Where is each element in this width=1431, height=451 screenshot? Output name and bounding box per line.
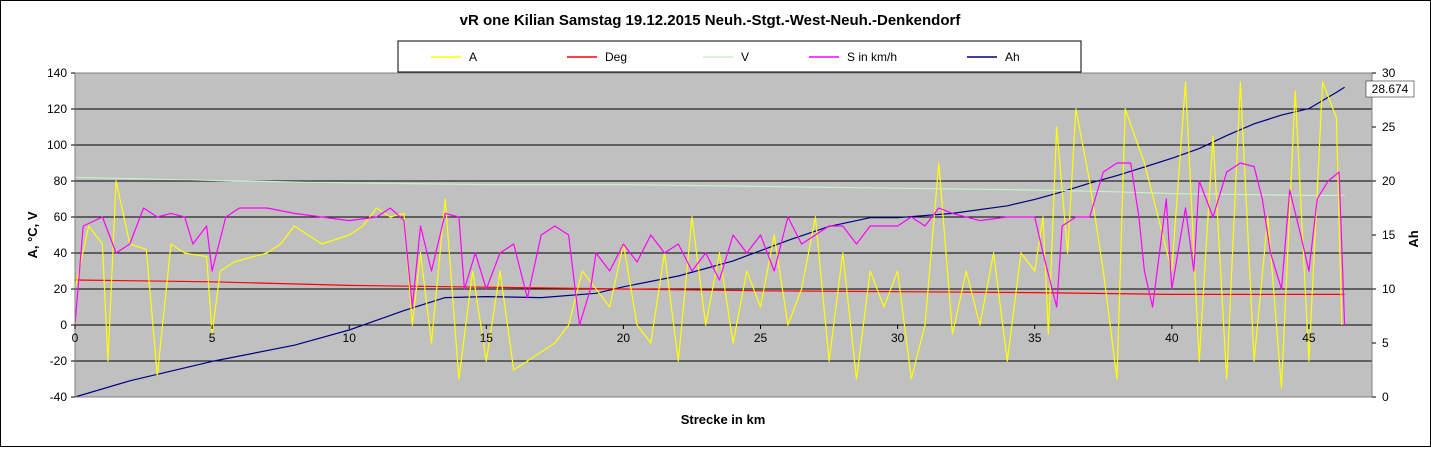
y-tick-label: 60 — [54, 210, 68, 224]
x-tick-label: 0 — [72, 331, 79, 345]
y-tick-label: 20 — [54, 282, 68, 296]
y-axis-title: A, °C, V — [25, 211, 40, 258]
y-tick-label: -40 — [50, 390, 68, 404]
x-tick-label: 15 — [480, 331, 494, 345]
y2-tick-label: 30 — [1382, 66, 1396, 80]
y2-tick-label: 15 — [1382, 228, 1396, 242]
y2-tick-label: 10 — [1382, 282, 1396, 296]
y2-tick-label: 25 — [1382, 120, 1396, 134]
y-tick-label: -20 — [50, 354, 68, 368]
legend: A Deg V S in km/h Ah — [397, 40, 1082, 73]
y2-axis-title: Ah — [1406, 230, 1421, 247]
legend-label: A — [469, 50, 477, 64]
series-line-a — [74, 81, 1343, 389]
legend-label: S in km/h — [847, 50, 897, 64]
y-tick-label: 140 — [47, 66, 67, 80]
y-tick-label: 100 — [47, 138, 67, 152]
axes: -40 -20 0 20 40 60 80 100 120 140 0 5 10 15 20 25 30 0 5 10… — [47, 66, 1396, 404]
x-tick-label: 10 — [343, 331, 357, 345]
x-tick-label: 40 — [1165, 331, 1179, 345]
y-tick-label: 80 — [54, 174, 68, 188]
y2-tick-label: 0 — [1382, 390, 1389, 404]
y-tick-label: 0 — [60, 318, 67, 332]
x-tick-label: 25 — [754, 331, 768, 345]
y2-tick-label: 20 — [1382, 174, 1396, 188]
x-tick-label: 30 — [891, 331, 905, 345]
plot-area — [75, 73, 1372, 397]
legend-label: Deg — [605, 50, 627, 64]
y2-tick-label: 5 — [1382, 336, 1389, 350]
x-tick-label: 35 — [1028, 331, 1042, 345]
end-value-callout: 28.674 — [1365, 80, 1415, 98]
y-tick-label: 120 — [47, 102, 67, 116]
series-layer — [74, 81, 1346, 398]
series-line-v — [74, 176, 1345, 196]
legend-label: Ah — [1005, 50, 1020, 64]
chart-title: vR one Kilian Samstag 19.12.2015 Neuh.-S… — [460, 12, 962, 29]
x-tick-label: 5 — [209, 331, 216, 345]
x-tick-label: 45 — [1302, 331, 1316, 345]
x-axis-title: Strecke in km — [681, 412, 766, 427]
x-tick-label: 20 — [617, 331, 631, 345]
end-value-label: 28.674 — [1372, 82, 1409, 96]
legend-label: V — [741, 50, 749, 64]
series-line-deg — [74, 279, 1345, 295]
series-line-s-in-km-h — [74, 162, 1346, 326]
y-tick-label: 40 — [54, 246, 68, 260]
